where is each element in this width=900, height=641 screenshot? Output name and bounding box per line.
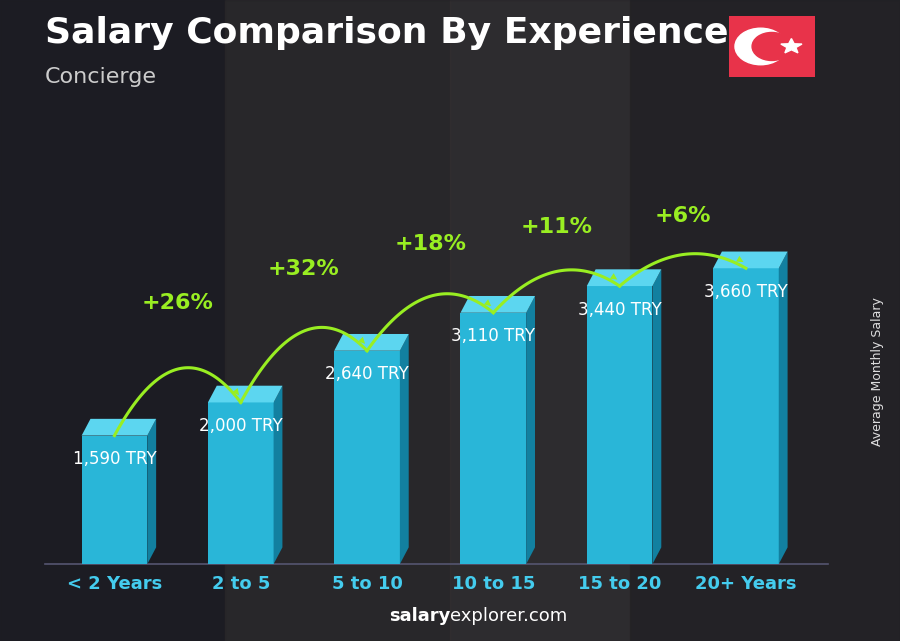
Bar xyxy=(713,269,778,564)
Text: 3,110 TRY: 3,110 TRY xyxy=(451,328,536,345)
Polygon shape xyxy=(461,296,535,313)
Bar xyxy=(630,0,900,641)
Text: Concierge: Concierge xyxy=(45,67,157,87)
Polygon shape xyxy=(526,296,535,564)
Text: +26%: +26% xyxy=(141,293,213,313)
Polygon shape xyxy=(82,419,156,436)
Bar xyxy=(208,403,274,564)
Bar xyxy=(0,0,225,641)
Polygon shape xyxy=(148,419,156,564)
Bar xyxy=(587,286,652,564)
Bar xyxy=(450,0,630,641)
Text: 1,590 TRY: 1,590 TRY xyxy=(73,450,157,468)
Text: explorer.com: explorer.com xyxy=(450,607,567,625)
Polygon shape xyxy=(274,386,283,564)
Bar xyxy=(225,0,450,641)
Circle shape xyxy=(752,33,791,60)
Polygon shape xyxy=(652,269,662,564)
Text: +18%: +18% xyxy=(394,235,466,254)
Text: salary: salary xyxy=(389,607,450,625)
Bar xyxy=(334,351,400,564)
Text: 3,660 TRY: 3,660 TRY xyxy=(704,283,788,301)
Text: Salary Comparison By Experience: Salary Comparison By Experience xyxy=(45,16,728,50)
Polygon shape xyxy=(208,386,283,403)
Text: +32%: +32% xyxy=(268,259,340,279)
Polygon shape xyxy=(781,38,802,53)
Text: 3,440 TRY: 3,440 TRY xyxy=(578,301,662,319)
Polygon shape xyxy=(778,251,788,564)
Polygon shape xyxy=(713,251,788,269)
Bar xyxy=(461,313,526,564)
Text: 2,640 TRY: 2,640 TRY xyxy=(325,365,409,383)
Polygon shape xyxy=(334,334,409,351)
Bar xyxy=(82,436,148,564)
Polygon shape xyxy=(400,334,409,564)
Text: Average Monthly Salary: Average Monthly Salary xyxy=(871,297,884,446)
Circle shape xyxy=(735,28,787,65)
Text: 2,000 TRY: 2,000 TRY xyxy=(199,417,283,435)
Text: +11%: +11% xyxy=(520,217,592,237)
Text: +6%: +6% xyxy=(654,206,711,226)
Polygon shape xyxy=(587,269,662,286)
